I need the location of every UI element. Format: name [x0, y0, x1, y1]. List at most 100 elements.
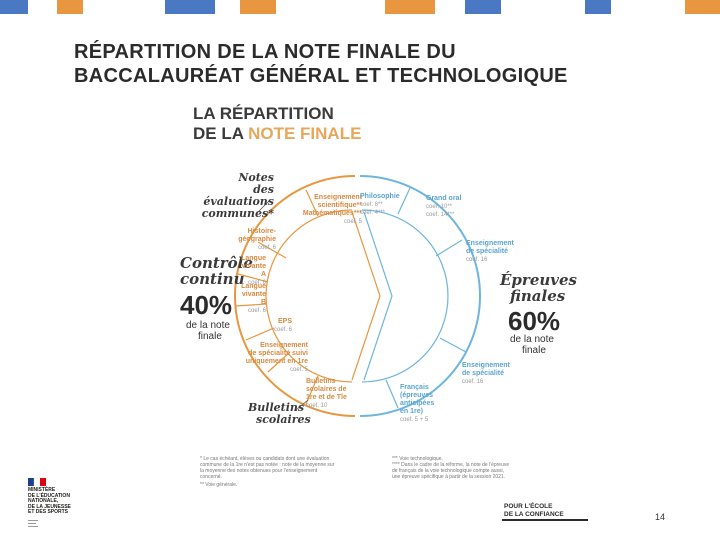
footnote-left-1: * Le cas échéant, élèves ou candidats do… — [200, 456, 330, 462]
right-sub-1: de la note — [510, 334, 554, 345]
ecole-line1: POUR L'ÉCOLE — [504, 503, 553, 510]
logo-line3: NATIONALE, — [28, 498, 59, 504]
grandoral-line1: Grand oral — [426, 195, 462, 202]
segment-francais: Français (épreuves anticipées en 1re) co… — [400, 384, 456, 424]
histgeo-line2: géographie — [238, 236, 276, 243]
segment-spe-1re: Enseignement de spécialité suivi uniquem… — [228, 342, 308, 374]
controle-continu-label: Contrôle continu — [180, 255, 253, 287]
figure-title-line2: DE LA NOTE FINALE — [193, 124, 361, 144]
spe1-line3: uniquement en 1re — [245, 358, 308, 365]
fr-line4: en 1re) — [400, 408, 423, 415]
spe1-coef: coef. 5 — [289, 367, 308, 373]
topbar-segment-5 — [385, 0, 435, 14]
bulletins-label-2: scolaires — [256, 413, 311, 426]
bull-line3: 1re et de Tle — [306, 394, 347, 401]
spe-b-coef: coef. 16 — [462, 379, 484, 385]
fr-coef: coef. 5 + 5 — [400, 417, 429, 423]
spe1-line1: Enseignement — [260, 342, 308, 349]
lva-line1: Langue — [241, 255, 266, 262]
footnotes-right: *** Voie technologique. **** Dans le cad… — [392, 456, 570, 480]
segment-ens-scientifique: Enseignement scientifique** Mathématique… — [262, 194, 362, 226]
bull-line1: Bulletins — [306, 378, 336, 385]
left-sub-2: finale — [198, 331, 222, 342]
spe-a-line1: Enseignement — [466, 240, 514, 247]
spe-a-line2: de spécialité — [466, 248, 509, 255]
segment-bulletins: Bulletins scolaires de 1re et de Tle coe… — [306, 378, 350, 410]
spe-b-line1: Enseignement — [462, 362, 510, 369]
controle-label-1: Contrôle — [180, 254, 253, 272]
segment-specialite-a: Enseignement de spécialité coef. 16 — [466, 240, 532, 264]
ministry-logo: MINISTÈRE DE L'ÉDUCATION NATIONALE, DE L… — [28, 478, 88, 534]
ens-sci-line2: scientifique** — [317, 202, 362, 209]
bull-line2: scolaires de — [306, 386, 347, 393]
logo-line2: DE L'ÉDUCATION — [28, 492, 70, 499]
lvb-line1: Langue — [241, 283, 266, 290]
notes-label-3: communes* — [201, 207, 274, 220]
segment-eps: EPS coef. 6 — [256, 318, 292, 334]
ecole-underline — [502, 519, 588, 521]
logo-line1: MINISTÈRE — [28, 487, 56, 493]
ecole-confiance-logo: POUR L'ÉCOLE DE LA CONFIANCE — [500, 500, 592, 522]
figure-title-accent: NOTE FINALE — [248, 124, 362, 143]
bulletins-label-1: Bulletins — [248, 401, 305, 414]
topbar-segment-8 — [685, 0, 720, 14]
footnote-left-2: commune de la 1re n'est pas notée : note… — [200, 462, 335, 468]
logo-line4: DE LA JEUNESSE — [28, 503, 71, 510]
fr-line2: (épreuves — [400, 392, 434, 399]
segment-specialite-b: Enseignement de spécialité coef. 16 — [462, 362, 528, 386]
spe-a-coef: coef. 16 — [466, 257, 488, 263]
philo-line1: Philosophie — [360, 193, 400, 200]
figure-title-start: DE LA — [193, 124, 249, 143]
segment-philosophie: Philosophie coef. 8** coef. 4*** — [360, 193, 416, 217]
page-number: 14 — [655, 512, 666, 522]
logo-line5: ET DES SPORTS — [28, 509, 69, 515]
notes-label-2: des évaluations — [203, 183, 274, 208]
epreuves-label-2: finales — [510, 287, 566, 305]
lvb-coef: coef. 6 — [247, 308, 266, 314]
blue-div-4 — [385, 379, 399, 409]
topbar-segment-4 — [240, 0, 276, 14]
blue-ring-inner — [361, 209, 449, 383]
segment-grand-oral: Grand oral coef. 10** coef. 14*** — [426, 195, 482, 219]
footnote-right-1: *** Voie technologique. — [392, 456, 443, 462]
controle-label-2: continu — [180, 270, 245, 288]
bulletins-scolaires-label: Bulletins scolaires — [248, 402, 311, 426]
segment-histoire-geo: Histoire- géographie coef. 6 — [236, 228, 276, 252]
left-percent: 40% — [180, 290, 233, 320]
slide-title-line2: BACCALAURÉAT GÉNÉRAL ET TECHNOLOGIQUE — [74, 65, 568, 87]
left-percent-sub: de la note finale — [186, 320, 230, 342]
ministry-text: MINISTÈRE DE L'ÉDUCATION NATIONALE, DE L… — [28, 487, 71, 516]
lva-coef: coef. 6 — [247, 280, 266, 286]
fr-line3: anticipées — [400, 400, 435, 407]
grandoral-coef2: coef. 14*** — [426, 212, 455, 218]
topbar-segment-7 — [585, 0, 611, 14]
epreuves-finales-label: Épreuves finales — [500, 272, 577, 304]
right-percent: 60% — [508, 306, 561, 336]
center-arrow-blue — [363, 211, 393, 381]
footnote-right-4: une épreuve spécifique à partir de la se… — [392, 474, 506, 480]
notes-label-1: Notes — [238, 171, 274, 184]
grandoral-coef1: coef. 10** — [426, 204, 453, 210]
lvb-line2: vivante B — [241, 291, 266, 306]
slide-title: RÉPARTITION DE LA NOTE FINALE DU BACCALA… — [74, 40, 694, 88]
lva-line2: vivante A — [241, 263, 266, 278]
footnote-right-2: **** Dans le cadre de la réforme, la not… — [392, 462, 510, 468]
footnote-left-4: concerné. — [200, 474, 222, 480]
logo-motto-marks — [28, 520, 40, 527]
segment-lva: Langue vivante A coef. 6 — [236, 255, 266, 287]
figure-title-line1: LA RÉPARTITION — [193, 104, 334, 123]
left-sub-1: de la note — [186, 320, 230, 331]
philo-coef1: coef. 8** — [360, 202, 383, 208]
footnote-left-3: la moyenne des notes obtenues pour l'ens… — [200, 468, 318, 474]
figure-title: LA RÉPARTITION DE LA NOTE FINALE — [193, 104, 361, 144]
philo-coef2: coef. 4*** — [360, 210, 386, 216]
ens-sci-coef: coef. 5 — [343, 219, 362, 225]
eps-line1: EPS — [277, 318, 292, 325]
spe1-line2: de spécialité suivi — [248, 350, 308, 357]
ecole-line2: DE LA CONFIANCE — [504, 511, 564, 518]
histgeo-coef: coef. 6 — [257, 245, 276, 251]
slide-title-line1: RÉPARTITION DE LA NOTE FINALE DU — [74, 41, 456, 63]
histgeo-line1: Histoire- — [247, 228, 276, 235]
footnotes-left: * Le cas échéant, élèves ou candidats do… — [200, 456, 378, 488]
eps-coef: coef. 6 — [273, 327, 292, 333]
